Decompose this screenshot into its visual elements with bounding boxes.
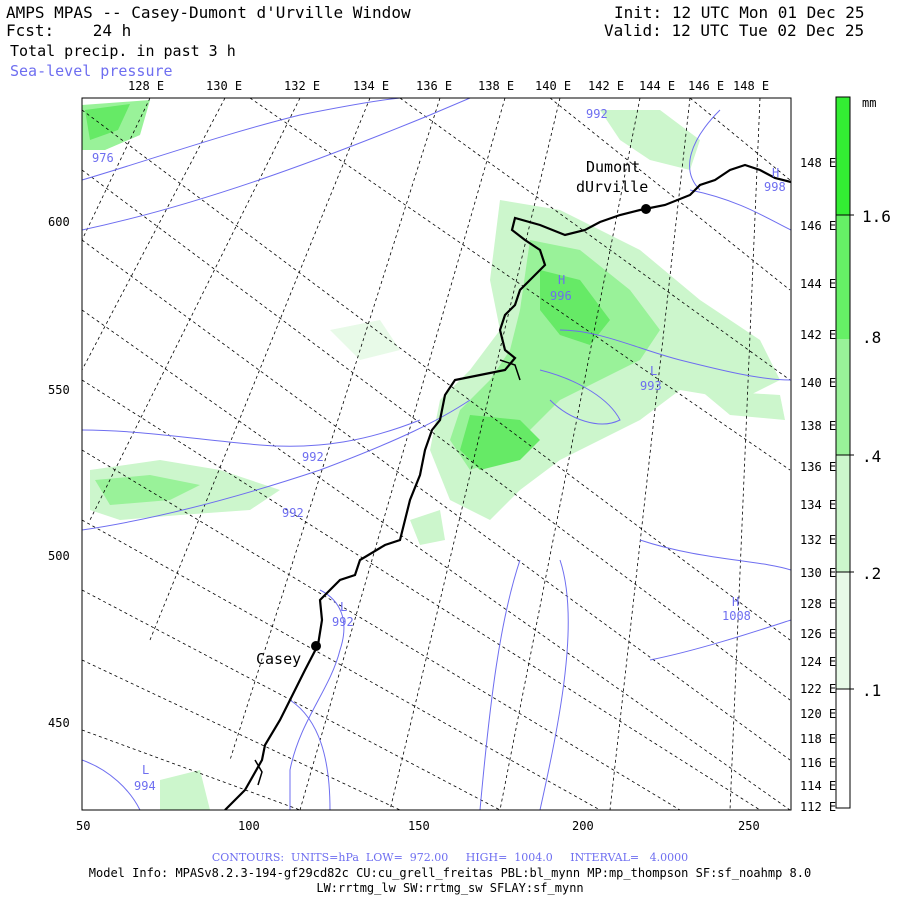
fcst-label: Fcst: — [6, 21, 55, 40]
x-tick-label: 150 — [408, 819, 430, 833]
contour-info: CONTOURS: UNITS=hPa LOW= 972.00 HIGH= 10… — [211, 851, 689, 864]
right-lon-tick: 118 E — [800, 732, 836, 746]
right-lon-tick: 114 E — [800, 779, 836, 793]
overlay-name: Sea-level pressure — [10, 62, 173, 80]
right-lon-tick: 142 E — [800, 328, 836, 342]
right-lon-tick: 146 E — [800, 219, 836, 233]
top-lon-tick: 136 E — [416, 79, 452, 93]
valid-time: Valid: 12 UTC Tue 02 Dec 25 — [604, 22, 864, 40]
low-marker-3: L — [142, 763, 149, 777]
init-value: 12 UTC Mon 01 Dec 25 — [671, 3, 865, 22]
low-marker-2: L — [340, 600, 347, 614]
forecast-hour: Fcst: 24 h — [6, 22, 131, 40]
right-lon-tick: 126 E — [800, 627, 836, 641]
colorbar-band-0.1 — [836, 572, 850, 689]
field-name: Total precip. in past 3 h — [10, 42, 236, 60]
right-lon-tick: 138 E — [800, 419, 836, 433]
contour-label-992-mid: 992 — [302, 450, 324, 464]
casey-label: Casey — [256, 650, 301, 668]
valid-label: Valid: — [604, 21, 662, 40]
top-lon-tick: 132 E — [284, 79, 320, 93]
colorbar-band-0.4 — [836, 339, 850, 455]
right-lon-tick: 132 E — [800, 533, 836, 547]
colorbar-label: .1 — [862, 681, 881, 700]
casey-station-marker — [311, 641, 321, 651]
right-lon-tick: 140 E — [800, 376, 836, 390]
colorbar: mm 1.6 .8 .4 .2 .1 — [835, 96, 891, 809]
colorbar-band-1.6 — [836, 97, 850, 215]
coastline — [224, 163, 791, 810]
high-marker-2: H — [772, 166, 779, 180]
colorbar-band-0.8 — [836, 215, 850, 339]
contour-label-992-low: 992 — [282, 506, 304, 520]
right-lon-tick: 124 E — [800, 655, 836, 669]
init-time: Init: 12 UTC Mon 01 Dec 25 — [614, 4, 864, 22]
low-marker-1: L — [650, 364, 657, 378]
colorbar-label: .8 — [862, 328, 881, 347]
contour-label-996: 996 — [550, 289, 572, 303]
y-tick-label: 450 — [48, 716, 70, 730]
right-lon-tick: 136 E — [800, 460, 836, 474]
right-lon-tick: 116 E — [800, 756, 836, 770]
colorbar-band-0.2 — [836, 455, 850, 572]
top-lon-tick: 148 E — [733, 79, 769, 93]
right-lon-tick: 120 E — [800, 707, 836, 721]
high-marker-1: H — [558, 273, 565, 287]
high-marker-3: H — [732, 595, 739, 609]
model-info: Model Info: MPASv8.2.3-194-gf29cd82c CU:… — [88, 866, 812, 880]
valid-value: 12 UTC Tue 02 Dec 25 — [671, 21, 865, 40]
top-lon-tick: 144 E — [639, 79, 675, 93]
top-lon-tick: 134 E — [353, 79, 389, 93]
right-lon-tick: 128 E — [800, 597, 836, 611]
contour-label-1008: 1008 — [722, 609, 751, 623]
top-lon-tick: 130 E — [206, 79, 242, 93]
plot-frame — [81, 97, 792, 811]
top-lon-tick: 138 E — [478, 79, 514, 93]
right-lon-tick: 130 E — [800, 566, 836, 580]
dumont-station-marker — [641, 204, 651, 214]
y-tick-label: 550 — [48, 383, 70, 397]
right-lon-tick: 148 E — [800, 156, 836, 170]
top-lon-tick: 142 E — [588, 79, 624, 93]
colorbar-label: 1.6 — [862, 207, 891, 226]
x-tick-label: 250 — [738, 819, 760, 833]
dumont-label-line2: dUrville — [576, 178, 648, 196]
x-tick-label: 100 — [238, 819, 260, 833]
y-tick-label: 600 — [48, 215, 70, 229]
colorbar-band-0 — [836, 689, 850, 808]
coastline-islands — [254, 359, 521, 786]
contour-label-992-top: 992 — [586, 107, 608, 121]
dumont-label-line1: Dumont — [586, 158, 640, 176]
contour-label-992-casey: 992 — [332, 615, 354, 629]
colorbar-label: .4 — [862, 447, 881, 466]
init-label: Init: — [614, 3, 663, 22]
right-lon-tick: 112 E — [800, 800, 836, 814]
top-lon-tick: 128 E — [128, 79, 164, 93]
contour-label-994: 994 — [134, 779, 156, 793]
x-tick-label: 50 — [76, 819, 90, 833]
x-tick-label: 200 — [572, 819, 594, 833]
colorbar-unit: mm — [862, 96, 876, 110]
contour-label-993: 993 — [640, 379, 662, 393]
pressure-contours — [82, 98, 791, 810]
map-title: AMPS MPAS -- Casey-Dumont d'Urville Wind… — [6, 3, 411, 22]
contour-label-976: 976 — [92, 151, 114, 165]
colorbar-label: .2 — [862, 564, 881, 583]
top-lon-tick: 146 E — [688, 79, 724, 93]
right-lon-tick: 134 E — [800, 498, 836, 512]
fcst-value: 24 h — [92, 21, 132, 40]
contour-label-998: 998 — [764, 180, 786, 194]
right-lon-tick: 144 E — [800, 277, 836, 291]
right-lon-tick: 122 E — [800, 682, 836, 696]
model-info-physics: LW:rrtmg_lw SW:rrtmg_sw SFLAY:sf_mynn — [316, 881, 584, 895]
y-tick-label: 500 — [48, 549, 70, 563]
precip-shading — [82, 100, 785, 810]
top-lon-tick: 140 E — [535, 79, 571, 93]
